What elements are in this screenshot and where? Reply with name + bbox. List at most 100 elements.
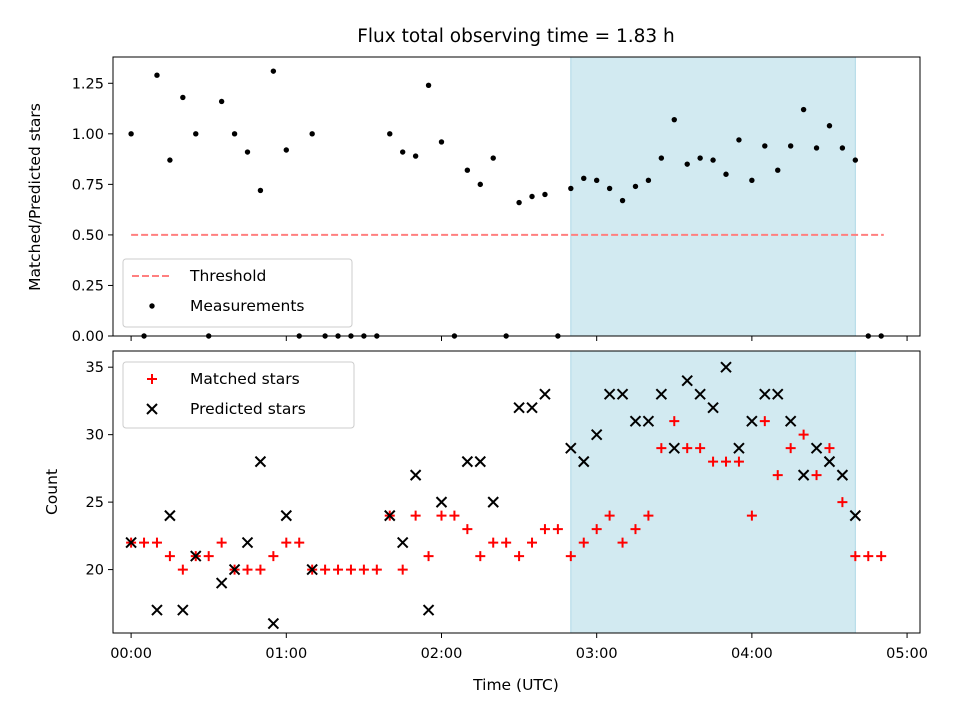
predicted-star-point (474, 455, 486, 468)
matched-star-point (643, 510, 654, 521)
matched-star-point (772, 470, 783, 481)
x-tick-label: 03:00 (576, 646, 618, 662)
matched-star-point (746, 510, 757, 521)
y-tick-label: 0.00 (72, 329, 104, 345)
y-tick-label: 25 (86, 495, 104, 511)
matched-star-point (811, 470, 822, 481)
predicted-star-point (694, 388, 706, 400)
predicted-star-point (616, 388, 629, 400)
predicted-star-point (642, 415, 655, 427)
predicted-star-point (810, 442, 823, 454)
matched-star-point (708, 456, 719, 467)
measurement-point (309, 131, 315, 137)
matched-star-point (268, 551, 279, 562)
y-tick-label: 20 (86, 563, 104, 579)
predicted-star-point (422, 604, 435, 616)
legend-label: Predicted stars (190, 400, 306, 418)
matched-star-point (475, 551, 486, 562)
predicted-star-point (267, 617, 280, 630)
bottom-plot-frame (112, 350, 921, 634)
measurement-point (154, 72, 160, 78)
matched-star-point (578, 537, 589, 548)
measurement-point (516, 199, 522, 206)
matched-star-point (617, 537, 628, 548)
predicted-star-point (681, 374, 693, 387)
legend-box (122, 361, 355, 429)
predicted-star-point (396, 536, 409, 549)
measurement-point (684, 161, 690, 167)
predicted-star-point (733, 442, 745, 454)
measurement-point (270, 68, 277, 74)
y-tick-label: 0.50 (72, 228, 104, 244)
measurement-point (568, 185, 574, 192)
measurement-point (826, 123, 833, 129)
legend-box (122, 258, 353, 328)
matched-star-point (850, 551, 861, 562)
matched-star-point (721, 456, 732, 467)
measurement-point (231, 131, 238, 137)
y-tick-label: 35 (86, 360, 104, 376)
measurement-point (244, 149, 251, 155)
predicted-star-point (539, 388, 551, 400)
matched-star-point (177, 564, 188, 575)
measurement-point (723, 171, 729, 177)
predicted-star-point (125, 536, 137, 549)
measurement-point (762, 143, 768, 149)
y-tick-label: 0.25 (72, 278, 104, 294)
measurement-point (645, 177, 652, 184)
x-tick-label: 00:00 (110, 646, 152, 662)
matched-star-point (527, 537, 538, 548)
matched-star-point (139, 537, 150, 548)
matched-star-point (436, 510, 447, 521)
predicted-star-point (823, 455, 836, 468)
legend-measurement-swatch (149, 303, 155, 309)
matched-star-point (488, 537, 499, 548)
legend-label: Matched stars (190, 370, 300, 388)
matched-star-point (151, 537, 162, 548)
measurement-point (257, 187, 264, 194)
y-tick-label: 1.25 (72, 76, 104, 92)
matched-star-point (255, 564, 266, 575)
matched-star-point (785, 443, 796, 454)
measurement-point (581, 175, 587, 182)
x-tick-label: 04:00 (731, 646, 773, 662)
predicted-star-point (603, 388, 616, 400)
predicted-star-point (720, 361, 732, 373)
predicted-star-point (228, 563, 241, 576)
matched-star-point (759, 416, 770, 427)
predicted-star-point (177, 604, 189, 616)
measurement-point (180, 94, 186, 101)
matched-star-point (501, 537, 512, 548)
predicted-star-point (590, 428, 603, 441)
matched-star-point (333, 564, 344, 575)
measurement-point (283, 147, 289, 153)
predicted-star-point (797, 469, 810, 481)
measurement-point (399, 149, 406, 155)
y-tick-label: 1.00 (72, 127, 104, 143)
predicted-star-point (306, 563, 318, 576)
measurement-point (529, 193, 535, 200)
predicted-star-point (513, 401, 525, 414)
predicted-star-point (164, 509, 176, 522)
measurement-point (477, 181, 483, 188)
legend-matched-swatch (147, 374, 157, 384)
predicted-star-point (151, 604, 163, 616)
matched-star-point (242, 564, 253, 575)
measurement-point (710, 157, 716, 163)
top-panel: 0.00 0.25 0.50 0.75 1.00 1.25 Matched/Predict… (26, 56, 921, 345)
matched-star-point (682, 443, 693, 454)
measurement-point (852, 157, 859, 163)
predicted-star-point (215, 577, 228, 589)
y-tick-label: 0.75 (72, 177, 104, 193)
predicted-star-point (487, 496, 499, 508)
predicted-star-point (526, 401, 538, 414)
bottom-panel: 00:00 01:00 02:00 03:00 04:00 05:00 20 25 30 35 C… (43, 350, 928, 662)
predicted-star-point (849, 509, 862, 522)
predicted-star-point (190, 550, 202, 562)
predicted-star-point (772, 388, 784, 400)
predicted-star-point (565, 442, 577, 454)
predicted-star-point (655, 388, 668, 400)
x-axis-label: Time (UTC) (472, 676, 559, 694)
highlight-region (570, 350, 856, 634)
matched-star-point (733, 456, 744, 467)
